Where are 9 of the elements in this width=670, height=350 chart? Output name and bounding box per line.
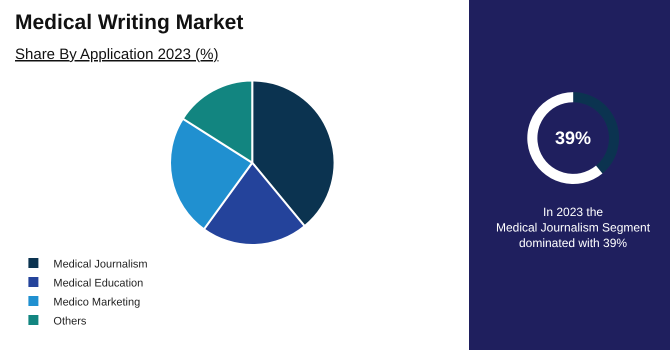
text: 39% xyxy=(555,128,592,148)
legend-label: Medical Journalism xyxy=(53,258,148,270)
text: In 2023 the Medical Journalism Segment dominated with 39% xyxy=(496,205,651,250)
chart-title: Medical Writing Market xyxy=(15,11,244,34)
legend-label: Others xyxy=(53,315,87,328)
chart-subtitle: Share By Application 2023 (%) xyxy=(15,46,218,63)
legend-label: Medical Education xyxy=(53,277,144,290)
legend-label: Medico Marketing xyxy=(53,296,140,308)
donut-slice xyxy=(527,92,602,184)
